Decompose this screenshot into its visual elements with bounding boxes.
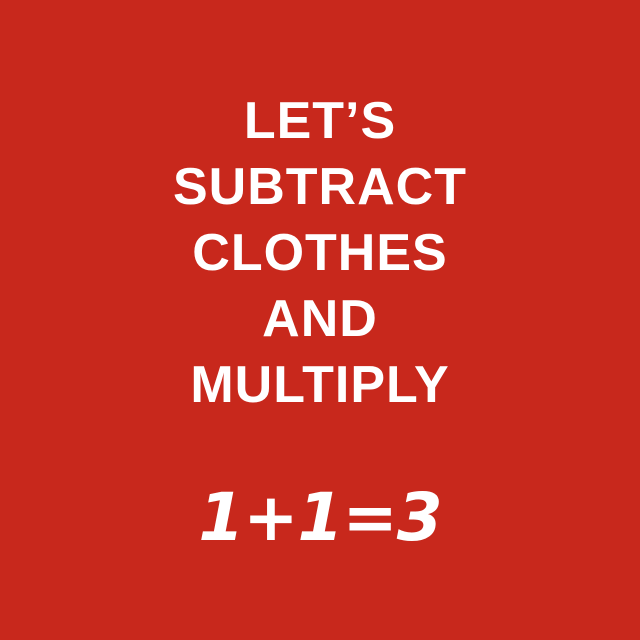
headline-line-4: AND [262,290,378,348]
equation: 1+1=3 [198,479,442,556]
headline-line-5: MULTIPLY [190,356,450,414]
headline-line-2: SUBTRACT [173,158,467,216]
headline-line-3: CLOTHES [192,224,448,282]
headline: LET’S SUBTRACT CLOTHES AND MULTIPLY [0,88,640,418]
headline-line-1: LET’S [243,92,397,150]
